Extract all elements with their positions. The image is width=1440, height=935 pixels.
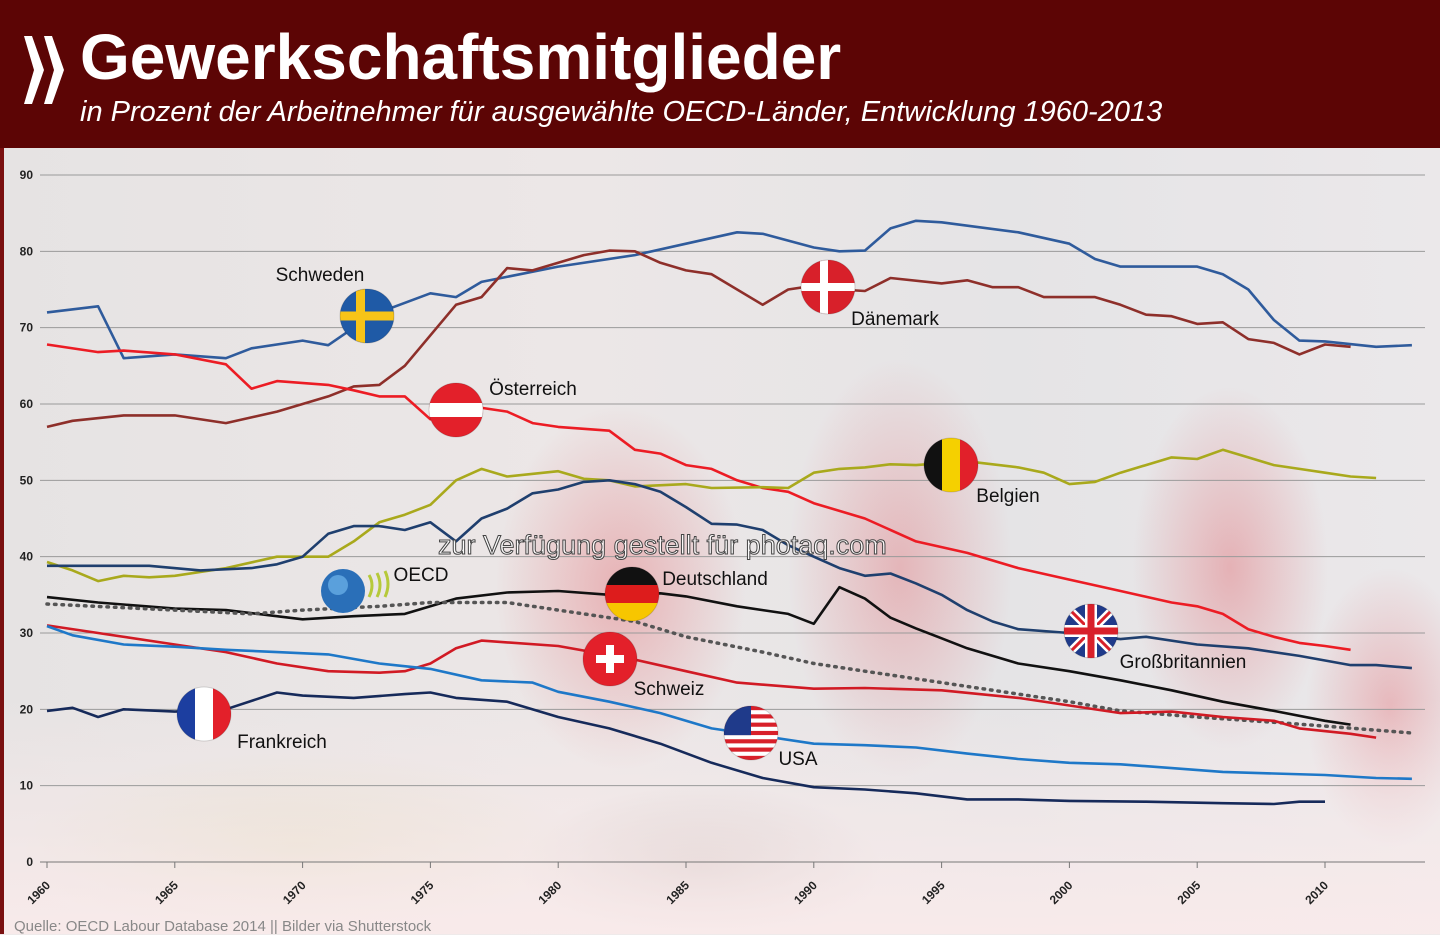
y-tick-label: 60 bbox=[20, 397, 34, 411]
belgium-flag-icon bbox=[923, 437, 979, 493]
series-label-france: Frankreich bbox=[237, 732, 327, 753]
series-line-belgium bbox=[46, 448, 1377, 583]
y-tick-label: 40 bbox=[20, 550, 34, 564]
x-tick-label: 2010 bbox=[1302, 878, 1331, 907]
sweden-flag-icon bbox=[339, 288, 395, 344]
usa-flag-icon bbox=[723, 705, 779, 761]
y-tick-label: 90 bbox=[20, 168, 34, 182]
y-tick-label: 30 bbox=[20, 626, 34, 640]
series-label-switzerland: Schweiz bbox=[634, 679, 705, 700]
series-label-germany: Deutschland bbox=[662, 569, 768, 590]
left-border bbox=[0, 148, 4, 934]
x-tick-label: 1960 bbox=[24, 878, 53, 907]
series-line-usa bbox=[46, 624, 1412, 781]
y-tick-label: 80 bbox=[20, 244, 34, 258]
x-tick-label: 1975 bbox=[408, 878, 437, 907]
series-label-belgium: Belgien bbox=[976, 486, 1039, 507]
series-label-austria: Österreich bbox=[489, 379, 577, 400]
series-label-uk: Großbritannien bbox=[1120, 652, 1247, 673]
x-tick-label: 1995 bbox=[919, 878, 948, 907]
series-line-oecd bbox=[45, 600, 1414, 735]
x-tick-label: 2000 bbox=[1047, 878, 1076, 907]
uk-flag-icon bbox=[1063, 603, 1119, 659]
oecd-flag-icon bbox=[321, 569, 390, 613]
x-tick-label: 1980 bbox=[536, 878, 565, 907]
series-line-germany bbox=[46, 585, 1351, 726]
series-line-denmark bbox=[46, 249, 1351, 429]
series-line-austria bbox=[46, 343, 1351, 652]
series-label-usa: USA bbox=[778, 749, 817, 770]
germany-flag-icon bbox=[604, 566, 660, 622]
oecd-chevron-logo bbox=[24, 36, 64, 104]
austria-flag-icon bbox=[428, 382, 484, 438]
series-label-oecd: OECD bbox=[394, 565, 449, 586]
y-tick-label: 50 bbox=[20, 473, 34, 487]
chart-subtitle: in Prozent der Arbeitnehmer für ausgewäh… bbox=[80, 96, 1163, 128]
y-tick-label: 0 bbox=[26, 855, 33, 869]
series-label-denmark: Dänemark bbox=[851, 309, 939, 330]
y-tick-label: 70 bbox=[20, 321, 34, 335]
source-note: Quelle: OECD Labour Database 2014 || Bil… bbox=[14, 918, 432, 935]
y-tick-label: 10 bbox=[20, 779, 34, 793]
x-tick-label: 1970 bbox=[280, 878, 309, 907]
x-tick-label: 1965 bbox=[152, 878, 181, 907]
france-flag-icon bbox=[176, 686, 232, 742]
switzerland-flag-icon bbox=[582, 631, 638, 687]
denmark-flag-icon bbox=[800, 259, 856, 315]
chart-title: Gewerkschaftsmitglieder bbox=[80, 21, 842, 93]
x-tick-label: 1990 bbox=[791, 878, 820, 907]
y-tick-label: 20 bbox=[20, 702, 34, 716]
header-banner: Gewerkschaftsmitglieder in Prozent der A… bbox=[0, 0, 1440, 148]
series-label-sweden: Schweden bbox=[276, 265, 365, 286]
series-line-switzerland bbox=[46, 624, 1377, 739]
series-line-sweden bbox=[46, 219, 1412, 360]
watermark: zur Verfügung gestellt für photaq.com bbox=[438, 530, 888, 561]
x-tick-label: 2005 bbox=[1175, 878, 1204, 907]
x-tick-label: 1985 bbox=[663, 878, 692, 907]
